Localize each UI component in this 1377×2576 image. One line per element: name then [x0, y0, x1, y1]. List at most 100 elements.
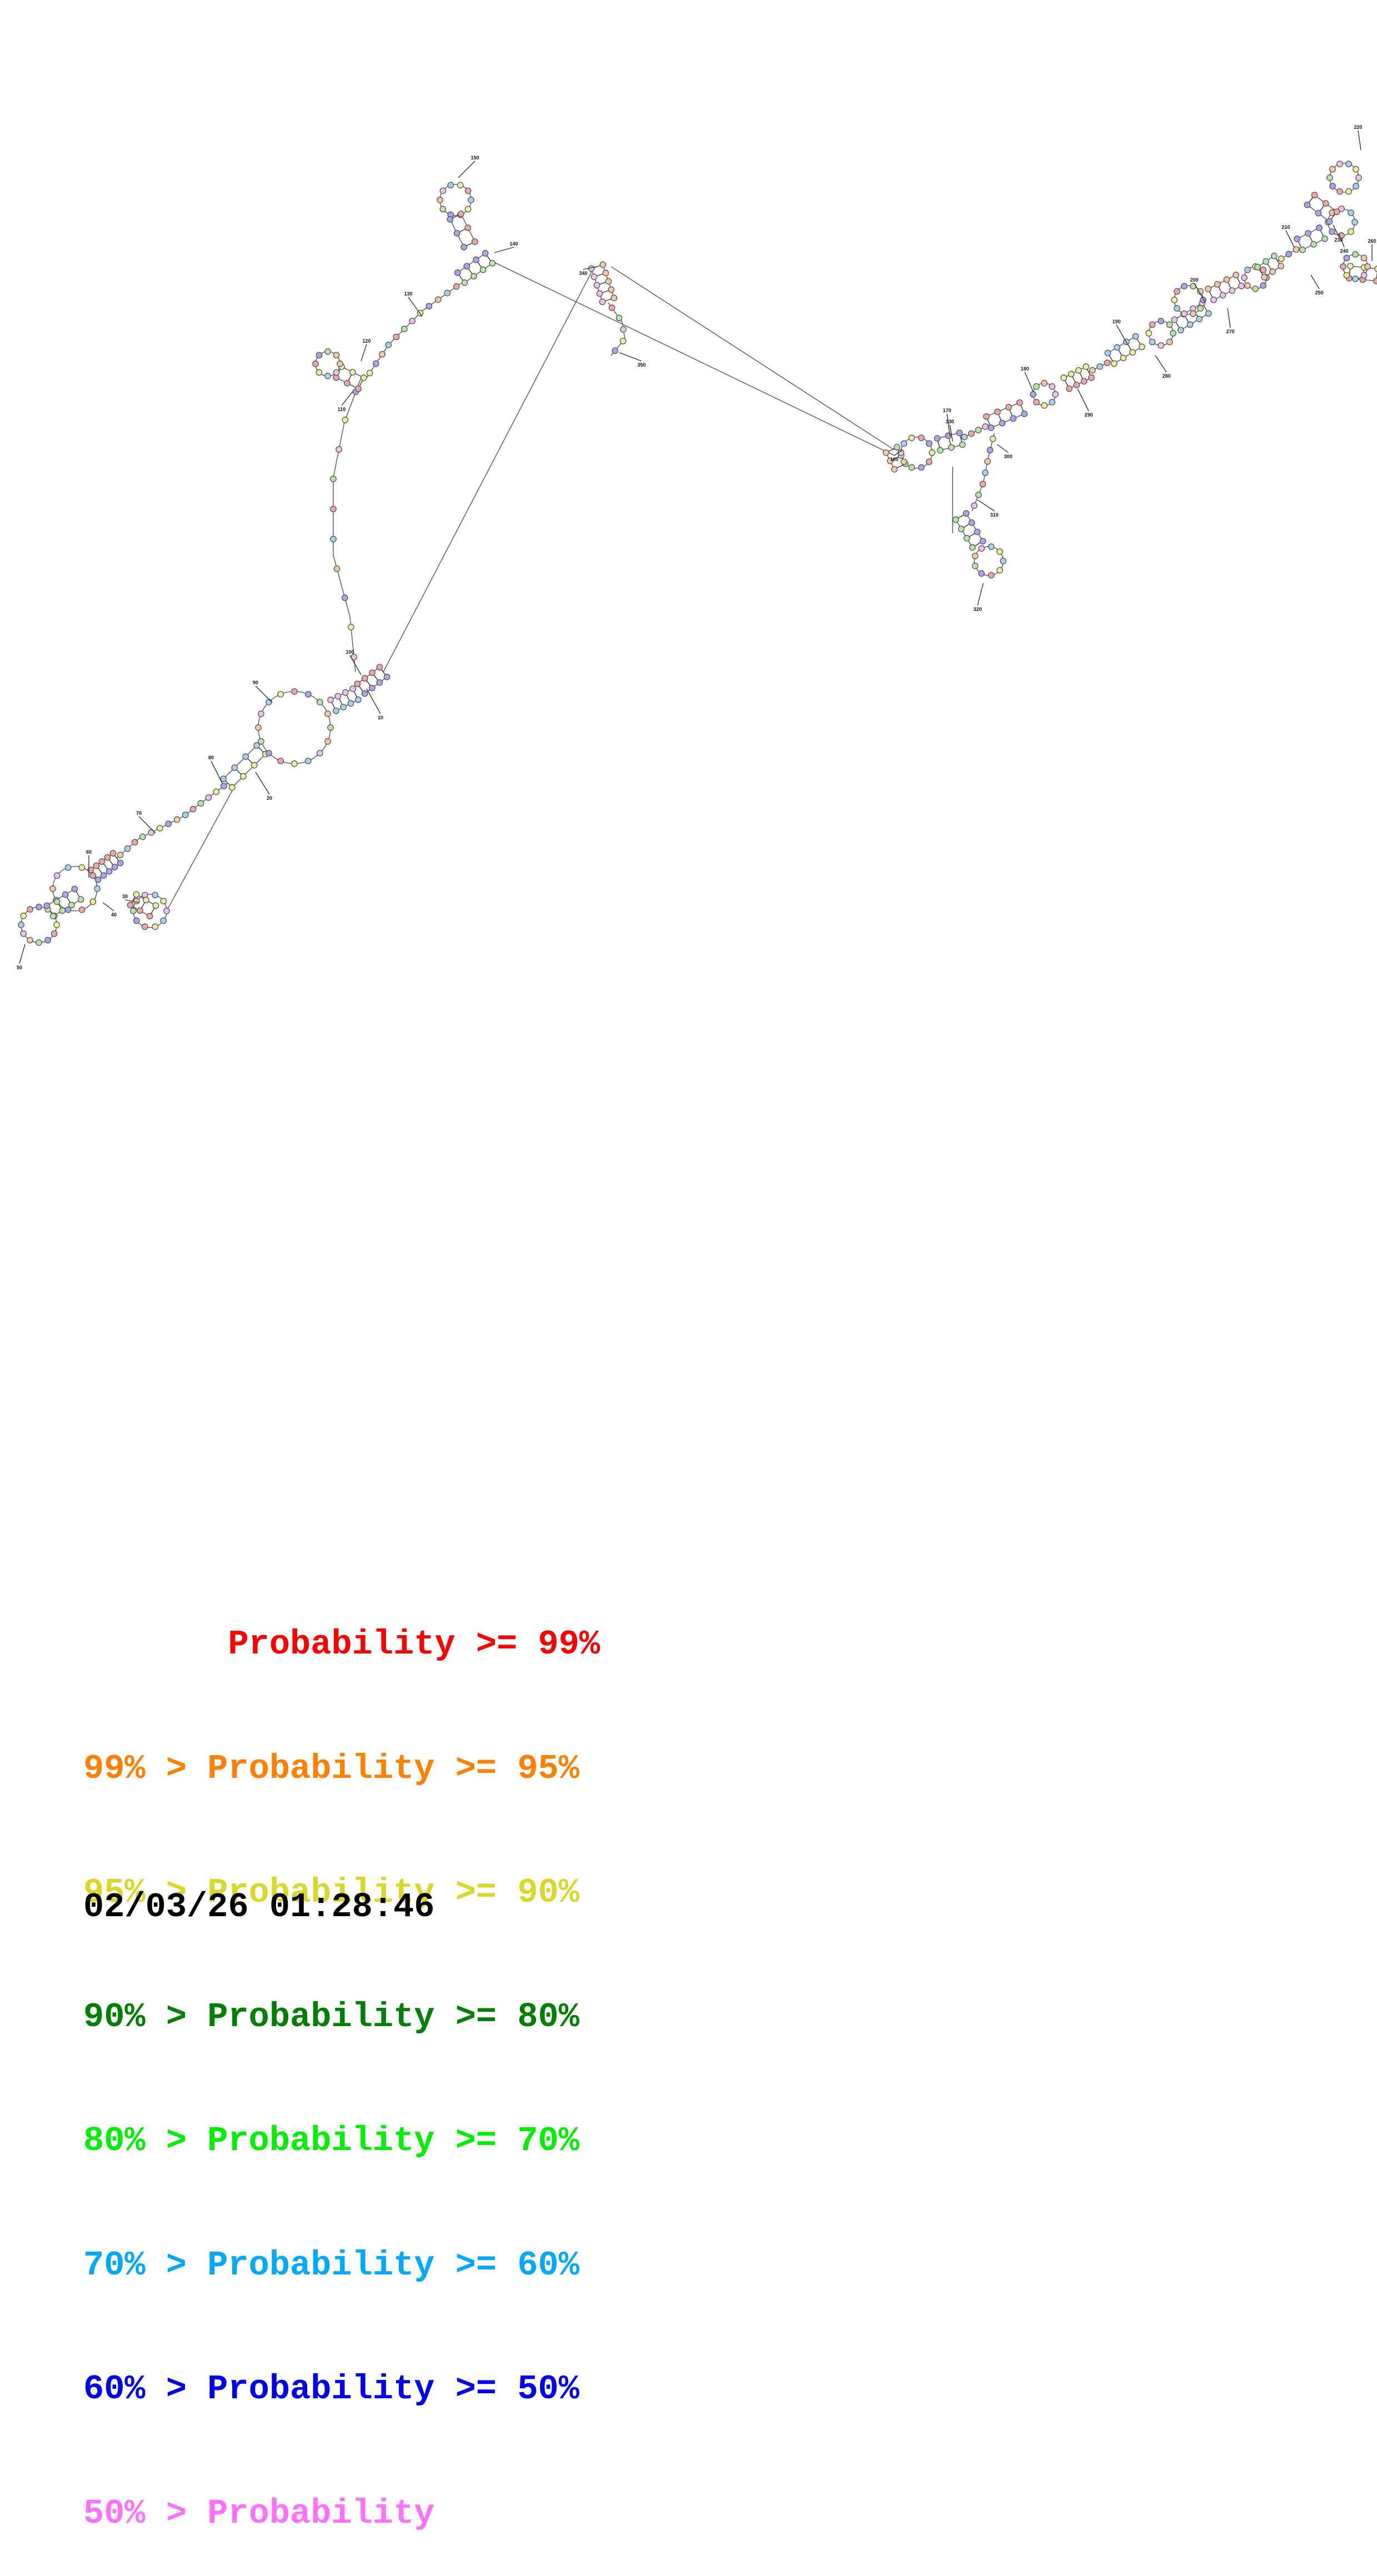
nucleotide-21 — [94, 885, 101, 892]
position-tick — [124, 899, 139, 903]
nucleotide-214 — [999, 419, 1006, 427]
nucleotide-198 — [900, 440, 908, 447]
nucleotide-218 — [1021, 410, 1028, 418]
nucleotide-211 — [982, 423, 989, 430]
nucleotide-278 — [1223, 276, 1230, 283]
position-tick — [977, 499, 995, 512]
nucleotide-100 — [342, 689, 349, 696]
nucleotide-94 — [324, 710, 331, 717]
helix-strand — [990, 413, 1025, 428]
position-tick — [1116, 324, 1128, 345]
nucleotide-316 — [1326, 218, 1333, 225]
nucleotide-169 — [460, 244, 468, 250]
nucleotide-32 — [87, 866, 94, 874]
nucleotide-192 — [929, 449, 935, 456]
nucleotide-343 — [987, 447, 994, 454]
nucleotide-232 — [1080, 378, 1088, 385]
helix-strand — [223, 745, 257, 779]
position-label-280: 280 — [1162, 373, 1170, 379]
nucleotide-181 — [608, 304, 615, 312]
nucleotide-44 — [141, 923, 148, 930]
nucleotide-320 — [1345, 188, 1352, 195]
nucleotide-117 — [330, 475, 337, 483]
nucleotide-175 — [593, 282, 600, 289]
nucleotide-160 — [437, 197, 443, 203]
nucleotide-49 — [152, 891, 159, 899]
nucleotide-184 — [619, 338, 627, 344]
helix-strand — [457, 253, 486, 273]
nucleotide-233 — [1075, 367, 1082, 374]
nucleotide-200 — [918, 434, 925, 442]
nucleotide-75 — [251, 761, 258, 769]
position-label-40: 40 — [111, 912, 117, 918]
nucleotide-50 — [160, 898, 167, 905]
nucleotide-253 — [1158, 318, 1164, 324]
helix-strand — [1208, 274, 1236, 289]
nucleotide-261 — [1205, 310, 1212, 317]
nucleotide-267 — [1174, 305, 1180, 312]
nucleotide-333 — [1374, 265, 1377, 272]
nucleotide-282 — [1260, 282, 1266, 289]
nucleotide-318 — [1355, 174, 1362, 181]
nucleotide-circles — [18, 161, 1377, 946]
nucleotide-72 — [220, 775, 227, 783]
nucleotide-55 — [146, 913, 153, 920]
position-label-200: 200 — [1190, 277, 1198, 283]
nucleotide-151 — [479, 266, 487, 273]
nucleotide-183 — [620, 326, 627, 333]
nucleotide-73 — [239, 773, 247, 780]
nucleotide-129 — [324, 373, 331, 379]
nucleotide-364 — [988, 543, 995, 550]
position-label-80: 80 — [208, 755, 214, 760]
nucleotide-219 — [1016, 399, 1023, 406]
nucleotide-112 — [348, 624, 354, 630]
position-label-140: 140 — [509, 241, 518, 247]
position-label-20: 20 — [267, 795, 272, 801]
helix-strand — [330, 688, 353, 700]
nucleotide-357 — [1000, 558, 1007, 564]
position-tick — [360, 344, 367, 362]
nucleotide-177 — [596, 290, 603, 297]
nucleotide-106 — [361, 675, 368, 682]
nucleotide-321 — [1336, 188, 1343, 195]
nucleotide-131 — [312, 360, 319, 367]
nucleotide-208 — [961, 434, 968, 440]
nucleotide-255 — [1177, 327, 1184, 334]
nucleotide-167 — [453, 230, 460, 237]
nucleotide-20 — [71, 885, 78, 893]
nucleotide-304 — [1351, 219, 1358, 225]
nucleotide-303 — [1316, 224, 1323, 232]
nucleotide-359 — [988, 572, 995, 579]
nucleotide-231 — [1068, 370, 1075, 378]
nucleotide-257 — [1186, 321, 1194, 328]
long-range-link — [166, 788, 234, 911]
nucleotide-360 — [978, 570, 985, 577]
nucleotide-342 — [989, 435, 997, 442]
nucleotide-42 — [160, 917, 167, 924]
nucleotide-216 — [1010, 415, 1017, 422]
nucleotide-79 — [327, 724, 334, 731]
helix-strand — [965, 513, 984, 542]
nucleotide-136 — [372, 360, 379, 367]
helix-strand — [46, 888, 75, 906]
nucleotide-46 — [130, 908, 137, 914]
loop-backbone — [21, 906, 57, 943]
nucleotide-242 — [1114, 344, 1120, 351]
position-label-180: 180 — [1020, 366, 1029, 372]
long-range-link — [383, 266, 595, 673]
nucleotide-256 — [1171, 316, 1178, 323]
nucleotide-7 — [18, 921, 24, 928]
nucleotide-116 — [330, 505, 337, 513]
nucleotide-150 — [463, 263, 470, 270]
position-tick — [619, 352, 642, 362]
nucleotide-153 — [489, 260, 496, 267]
nucleotide-251 — [1145, 330, 1152, 337]
nucleotide-264 — [1197, 305, 1204, 312]
nucleotide-276 — [1214, 280, 1221, 288]
position-label-110: 110 — [338, 407, 346, 412]
nucleotide-226 — [1041, 380, 1048, 387]
nucleotide-134 — [333, 352, 340, 359]
position-tick — [349, 655, 362, 675]
nucleotide-289 — [1261, 274, 1268, 281]
nucleotide-351 — [958, 525, 965, 533]
